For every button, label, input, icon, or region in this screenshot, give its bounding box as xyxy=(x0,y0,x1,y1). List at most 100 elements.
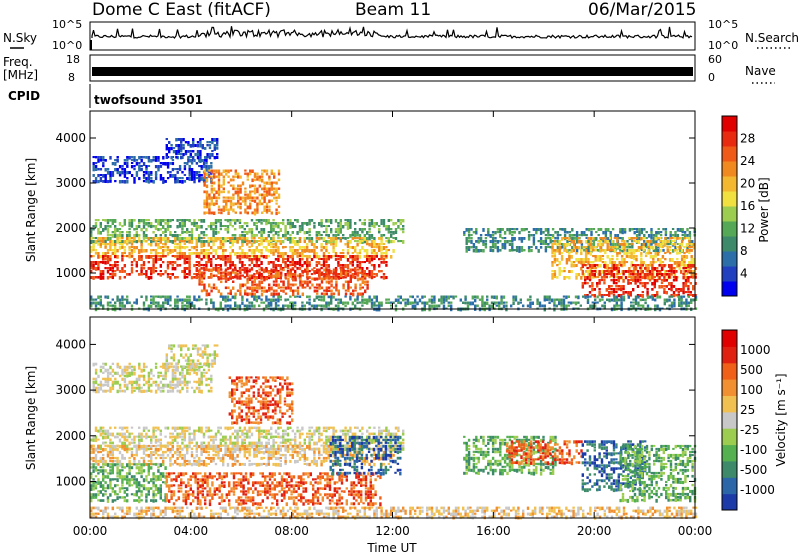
power-cell xyxy=(244,228,246,230)
power-cell xyxy=(97,180,99,183)
velocity-cell xyxy=(107,384,109,387)
power-cell xyxy=(220,209,222,212)
power-cell xyxy=(635,258,637,261)
power-cell xyxy=(162,255,164,257)
velocity-cell xyxy=(214,356,216,359)
power-cell xyxy=(97,264,99,267)
power-cell xyxy=(160,273,162,277)
power-cell xyxy=(202,138,204,140)
power-cell xyxy=(330,290,332,293)
power-cell xyxy=(249,191,251,194)
power-cell xyxy=(275,269,277,271)
power-cell xyxy=(275,203,277,205)
power-cell xyxy=(229,222,231,226)
power-cell xyxy=(164,296,166,299)
power-cell xyxy=(268,219,270,223)
power-cell xyxy=(667,249,669,253)
power-cell xyxy=(347,267,349,270)
power-cell xyxy=(166,156,168,159)
power-cell xyxy=(376,296,378,299)
power-cell xyxy=(268,200,270,204)
power-cell xyxy=(162,273,164,275)
power-cell xyxy=(688,302,690,305)
power-cell xyxy=(554,258,556,261)
velocity-cell xyxy=(188,439,190,442)
velocity-cell xyxy=(170,350,172,352)
power-cell xyxy=(282,219,284,221)
power-cell xyxy=(563,276,565,280)
power-cell xyxy=(184,258,186,261)
power-cell xyxy=(251,275,253,277)
power-cell xyxy=(150,255,152,259)
power-cell xyxy=(138,249,140,252)
power-colorbar-swatch xyxy=(722,176,737,192)
power-cell xyxy=(174,237,176,240)
power-cell xyxy=(211,185,213,187)
power-cell xyxy=(104,246,106,249)
power-cell xyxy=(251,197,253,200)
velocity-cell xyxy=(180,365,182,367)
power-cell xyxy=(316,284,318,286)
power-cell xyxy=(592,237,594,240)
power-cell xyxy=(301,228,303,231)
velocity-cell xyxy=(172,436,174,438)
power-cell xyxy=(328,225,330,227)
velocity-cell xyxy=(198,387,200,390)
power-cell xyxy=(114,249,116,252)
power-cell xyxy=(658,231,660,235)
power-cell xyxy=(671,237,673,239)
power-cell xyxy=(208,240,210,243)
power-cell xyxy=(610,273,612,277)
power-cell xyxy=(272,264,274,268)
velocity-cell xyxy=(186,445,188,448)
power-cell xyxy=(253,264,255,267)
power-cell xyxy=(651,276,653,280)
velocity-cell xyxy=(148,448,150,451)
power-cell xyxy=(227,261,229,263)
power-cell xyxy=(662,261,664,263)
power-cell xyxy=(596,282,598,285)
power-cell xyxy=(616,273,618,276)
power-cell xyxy=(210,162,212,165)
power-cell xyxy=(128,273,130,276)
power-cell xyxy=(186,219,188,221)
power-cell xyxy=(613,296,615,299)
power-cell xyxy=(290,275,292,278)
power-cell xyxy=(138,168,140,171)
power-cell xyxy=(212,305,214,309)
power-cell xyxy=(251,261,253,264)
power-cell xyxy=(492,240,494,243)
power-cell xyxy=(232,272,234,274)
power-cell xyxy=(107,261,109,264)
power-cell xyxy=(124,159,126,162)
power-cell xyxy=(344,243,346,246)
velocity-cell xyxy=(109,372,111,375)
power-cell xyxy=(669,252,671,254)
power-cell xyxy=(114,243,116,246)
velocity-cell xyxy=(133,387,135,389)
power-cell xyxy=(644,299,646,301)
power-cell xyxy=(320,299,322,302)
power-cell xyxy=(198,171,200,174)
power-cell xyxy=(112,234,114,238)
velocity-cell xyxy=(167,427,169,430)
power-cell xyxy=(188,252,190,255)
power-cell xyxy=(402,240,404,244)
power-cell xyxy=(100,159,102,162)
power-cell xyxy=(575,302,577,306)
power-cell xyxy=(112,305,114,307)
power-cell xyxy=(397,240,399,242)
power-cell xyxy=(344,264,346,268)
power-cell xyxy=(328,287,330,289)
power-cell xyxy=(631,249,633,252)
power-cell xyxy=(275,281,277,283)
power-cell xyxy=(95,225,97,228)
power-cell xyxy=(589,264,591,268)
power-cell xyxy=(284,234,286,237)
power-cell xyxy=(523,228,525,231)
power-cell xyxy=(364,278,366,280)
power-cell xyxy=(230,293,232,296)
power-cell xyxy=(551,249,553,252)
power-cell xyxy=(354,240,356,242)
power-cell xyxy=(654,285,656,288)
